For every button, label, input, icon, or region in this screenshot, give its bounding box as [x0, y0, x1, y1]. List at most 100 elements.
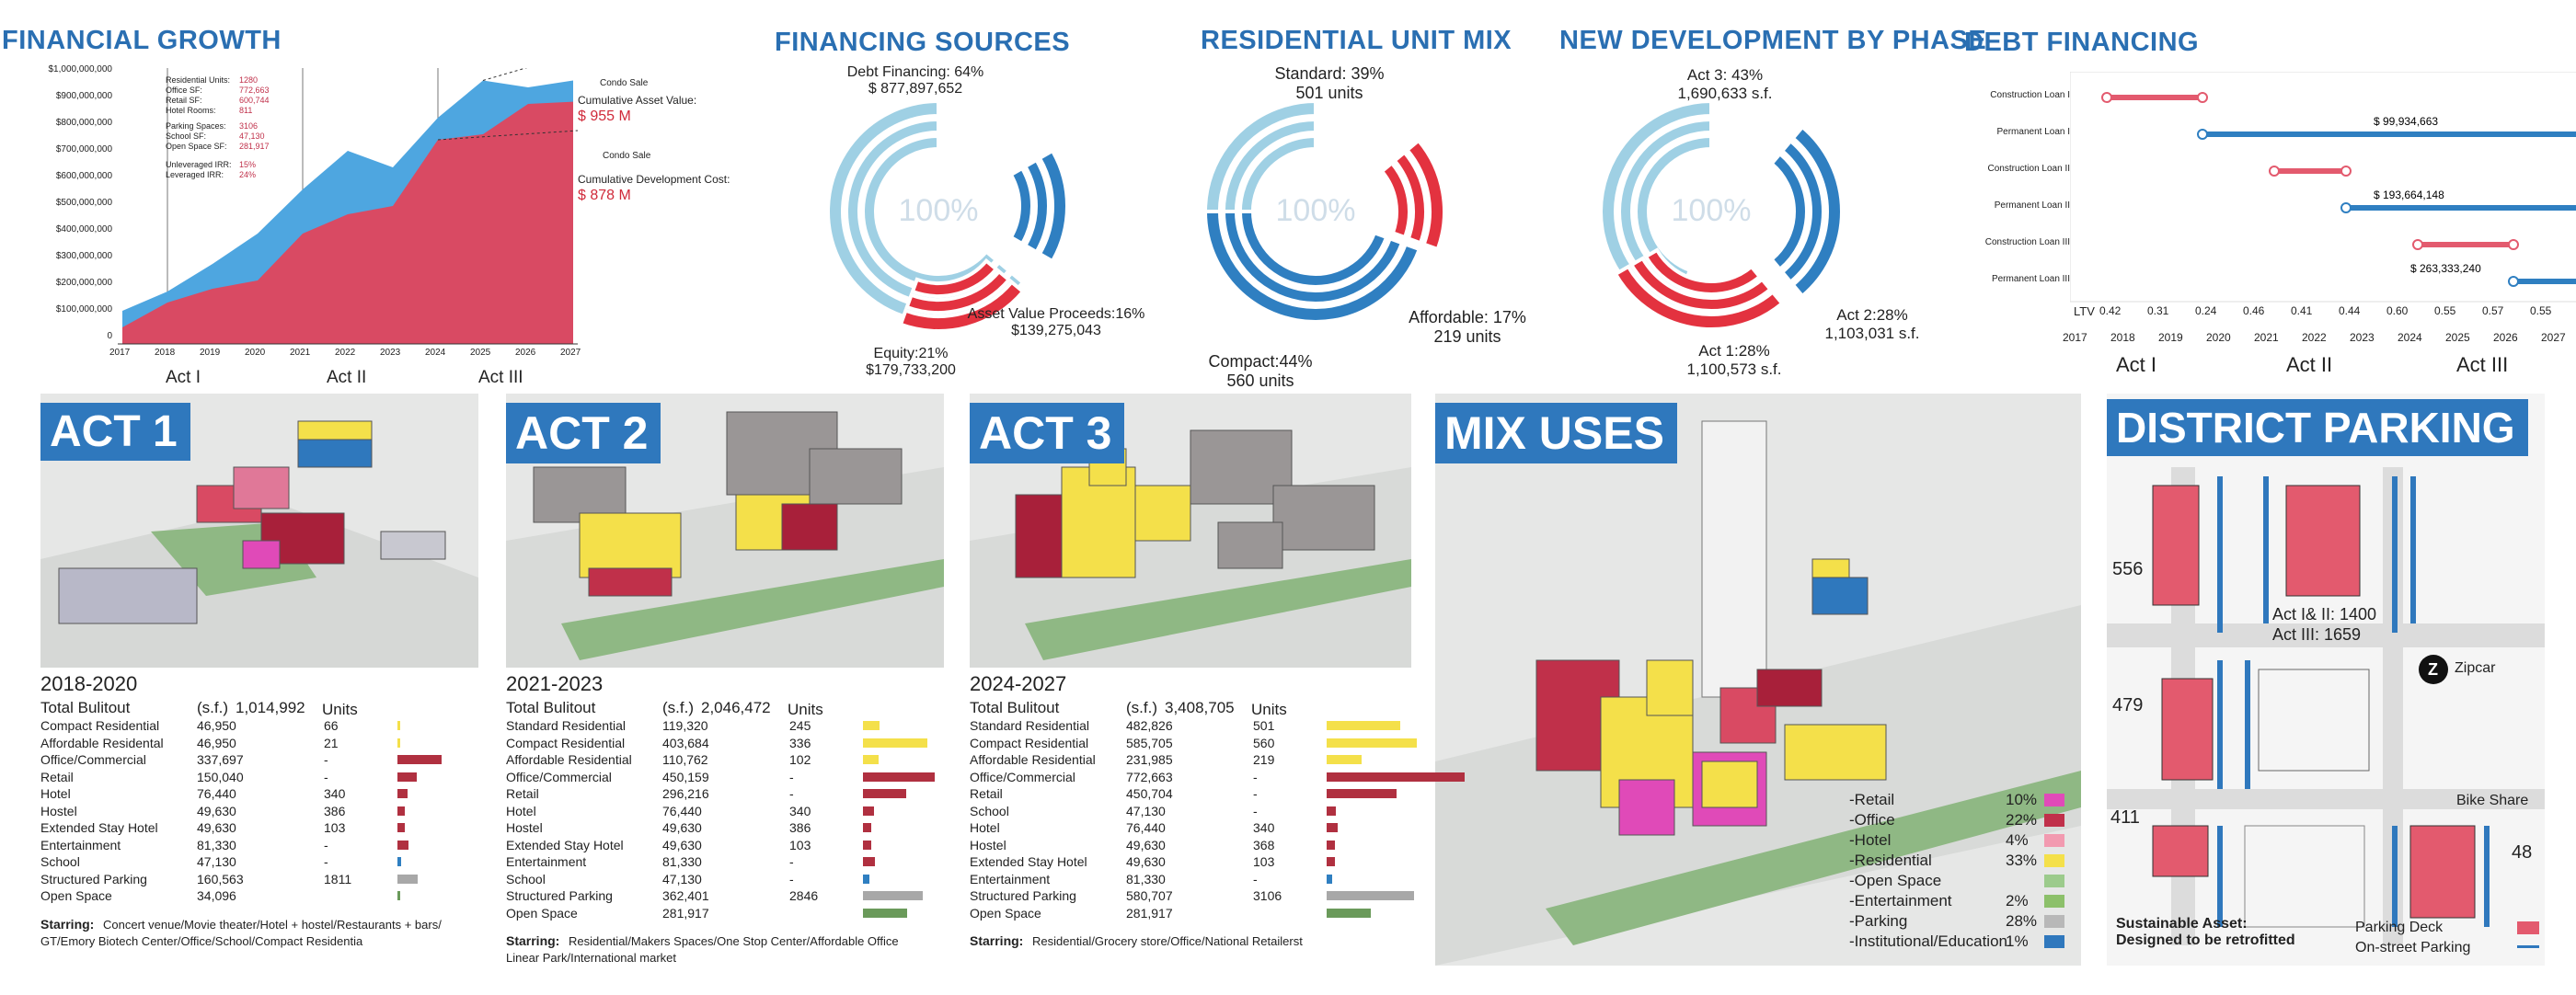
- legend-item-label: -Office: [1849, 811, 1895, 829]
- loan-start-dot: [2197, 129, 2208, 140]
- row-name: School: [506, 871, 546, 886]
- loan-start-dot: [2508, 276, 2519, 287]
- legend-swatch: [2044, 915, 2064, 928]
- row-units: 386: [324, 803, 346, 818]
- legend-item-label: -Residential: [1849, 852, 1932, 869]
- row-units: 3106: [1253, 888, 1282, 903]
- year-label: 2024: [2398, 331, 2422, 344]
- act-1-share-label: Act 1:28% 1,100,573 s.f.: [1686, 342, 1782, 378]
- act-3-label: ACT 3: [970, 403, 1125, 463]
- row-bar: [397, 840, 408, 850]
- row-units: 103: [324, 820, 346, 835]
- development-cost-area: [122, 101, 573, 344]
- zipcar-label: Zipcar: [2455, 660, 2496, 676]
- y-tick-label: $200,000,000: [55, 278, 112, 288]
- units-header: Units: [1251, 701, 1287, 718]
- row-units: -: [324, 837, 328, 852]
- row-sf: 47,130: [662, 871, 702, 886]
- stat-key: Open Space SF:: [166, 142, 227, 151]
- loan-timeline: $ 99,934,663 $ 193,664,148 $ 263,333,240: [2070, 72, 2576, 303]
- year-label: 2020: [2206, 331, 2231, 344]
- row-name: Extended Stay Hotel: [40, 820, 158, 835]
- residential-unit-mix-title: RESIDENTIAL UNIT MIX: [1201, 26, 1512, 55]
- row-name: Open Space: [40, 888, 112, 903]
- stat-key: Leveraged IRR:: [166, 170, 224, 179]
- sf-unit-label: (s.f.): [197, 699, 228, 716]
- row-name: Hotel: [40, 786, 71, 801]
- row-name: Retail: [40, 769, 74, 784]
- row-units: 245: [789, 718, 811, 733]
- equity-segment: [904, 269, 1012, 315]
- row-units: 340: [789, 803, 811, 818]
- stat-value: 15%: [239, 160, 257, 169]
- act-iii-label: Act III: [478, 368, 523, 387]
- debt-act-iii: Act III: [2456, 353, 2509, 376]
- year-label: 2019: [2158, 331, 2183, 344]
- new-development-title: NEW DEVELOPMENT BY PHASE: [1559, 26, 1987, 55]
- starring-text-2: GT/Emory Biotech Center/Office/School/Co…: [40, 933, 363, 948]
- ltv-value: 0.46: [2243, 304, 2265, 317]
- total-built-label: Total Bulitout: [506, 699, 596, 716]
- y-tick-label: $100,000,000: [55, 304, 112, 315]
- act-3-share-label: Act 3: 43% 1,690,633 s.f.: [1677, 66, 1773, 102]
- stat-value: 811: [239, 106, 253, 115]
- row-name: Retail: [970, 786, 1003, 801]
- row-units: 386: [789, 820, 811, 835]
- asset-value-proceeds-label: Asset Value Proceeds:16% $139,275,043: [967, 306, 1145, 338]
- act-1-segment: [1628, 256, 1774, 313]
- row-name: School: [970, 803, 1009, 818]
- row-name: Hotel: [506, 803, 536, 818]
- row-units: 103: [789, 837, 811, 852]
- stat-key: Retail SF:: [166, 96, 202, 105]
- legend-swatch: [2044, 854, 2064, 867]
- row-bar: [863, 721, 880, 730]
- legend-item-label: -Parking: [1849, 912, 1908, 930]
- legend-item-label: -Retail: [1849, 791, 1895, 808]
- row-units: 560: [1253, 735, 1275, 750]
- act-1-segment: [1613, 264, 1785, 331]
- act-1-render: ACT 1: [40, 394, 478, 668]
- legend-item-percent: 22%: [2006, 811, 2038, 829]
- row-name: Office/Commercial: [506, 769, 612, 784]
- stat-value: 3106: [239, 121, 259, 131]
- affordable-segment: [1404, 138, 1446, 252]
- standard-units-label: Standard: 39% 501 units: [1274, 64, 1385, 102]
- legend-swatch: [2044, 875, 2064, 887]
- x-tick-label: 2020: [245, 348, 266, 358]
- row-sf: 450,704: [1126, 786, 1173, 801]
- x-tick-label: 2019: [200, 348, 221, 358]
- row-bar: [1327, 823, 1338, 832]
- row-sf: 76,440: [1126, 820, 1166, 835]
- year-label: 2018: [2110, 331, 2135, 344]
- row-units: -: [789, 854, 794, 869]
- row-bar: [863, 857, 875, 866]
- loan-amount: $ 263,333,240: [2410, 262, 2481, 275]
- gantt-frame: [2070, 72, 2576, 303]
- stat-value: 281,917: [239, 142, 270, 151]
- row-name: Affordable Residential: [970, 752, 1096, 767]
- row-units: 340: [1253, 820, 1275, 835]
- row-sf: 119,320: [662, 718, 708, 733]
- act-3-segment: [1599, 98, 1713, 318]
- y-tick-label: $600,000,000: [55, 171, 112, 181]
- condo-sale-note-1: Condo Sale: [600, 78, 649, 88]
- parking-deck-swatch: [2517, 921, 2539, 934]
- starring-label: Starring:: [970, 933, 1024, 948]
- legend-item-percent: 1%: [2006, 932, 2029, 950]
- row-name: Hostel: [40, 803, 77, 818]
- ltv-value: 0.42: [2099, 304, 2122, 317]
- row-units: 336: [789, 735, 811, 750]
- row-bar: [397, 789, 408, 798]
- stat-key: Unleveraged IRR:: [166, 160, 232, 169]
- row-units: -: [789, 871, 794, 886]
- act-1-segment: [1643, 247, 1763, 296]
- row-units: 103: [1253, 854, 1275, 869]
- row-name: Affordable Residential: [506, 752, 632, 767]
- year-label: 2025: [2445, 331, 2470, 344]
- loan-amount: $ 193,664,148: [2374, 189, 2444, 201]
- x-tick-label: 2026: [515, 348, 536, 358]
- row-bar: [1327, 857, 1335, 866]
- row-name: Entertainment: [970, 871, 1051, 886]
- parking-map-drawing: Z: [2107, 394, 2545, 966]
- total-built-value: 2,046,472: [701, 699, 771, 716]
